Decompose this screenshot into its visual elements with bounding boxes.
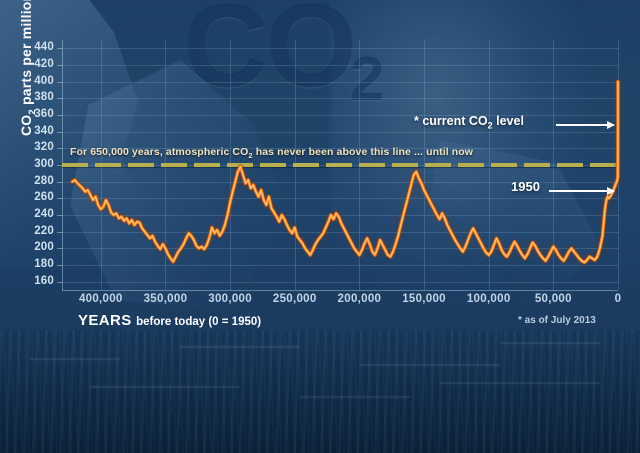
x-axis-tick-label: 200,000 (337, 293, 382, 305)
y-axis-tick-label: 440 (34, 41, 54, 54)
y-axis-tick-mark (57, 265, 62, 266)
x-axis-tick-label: 300,000 (208, 293, 252, 305)
current-co2-level-callout: * current CO2 level (414, 114, 524, 131)
y-axis-tick-label: 260 (34, 191, 54, 204)
co2-watermark: CO2 (183, 0, 385, 114)
gridline-horizontal (62, 198, 618, 200)
x-axis-line (62, 290, 618, 291)
x-axis-tick-label: 400,000 (78, 293, 123, 305)
gridline-horizontal (62, 281, 618, 283)
current-level-suffix: level (492, 114, 524, 128)
year-1950-arrow (549, 187, 615, 195)
x-axis-tick-label: 100,000 (466, 293, 511, 305)
y-axis-tick-label: 200 (34, 241, 54, 254)
y-axis-title-suffix: parts per million (18, 0, 34, 110)
y-axis-tick-mark (57, 198, 62, 200)
banner-prefix: For 650,000 years, atmospheric CO (70, 146, 249, 158)
y-axis-tick-label: 220 (34, 224, 54, 237)
threshold-banner-text: For 650,000 years, atmospheric CO2 has n… (70, 146, 473, 160)
current-level-arrow (556, 121, 615, 129)
y-axis-tick-label: 280 (34, 174, 54, 187)
y-axis-title-subscript: 2 (26, 109, 38, 115)
co2-chart-plot-area: 160 180 200 220 240 260 280 300 320 340 360 380 400 4… (18, 0, 621, 305)
y-axis-tick-label: 240 (34, 208, 54, 220)
gridline-horizontal (62, 98, 618, 100)
x-axis-tick-label: 250,000 (272, 293, 317, 305)
y-axis-title-prefix: CO (18, 114, 34, 136)
y-axis-tick-mark (57, 115, 62, 116)
y-axis-tick-mark (57, 281, 62, 283)
y-axis-tick-label: 300 (34, 158, 54, 170)
y-axis-tick-mark (57, 248, 62, 250)
gridline-horizontal (62, 265, 618, 266)
y-axis-tick-label: 160 (34, 274, 54, 287)
x-axis-title: YEARS before today (0 = 1950) (78, 312, 261, 330)
y-axis-tick-label: 180 (34, 258, 54, 270)
gridline-horizontal (62, 48, 618, 50)
gridline-horizontal (62, 231, 618, 233)
nasa-footer-bar: NASA GLOBAL CLIMATE CHANGE climate.nasa.… (0, 380, 640, 453)
y-axis-tick-mark (57, 65, 62, 66)
y-axis-tick-mark (57, 48, 62, 50)
y-axis-tick-mark (57, 215, 62, 216)
year-1950-callout: 1950 (511, 179, 540, 194)
y-axis-tick-mark (57, 81, 62, 83)
y-axis-tick-label: 320 (34, 141, 54, 154)
banner-suffix: has never been above this line ... until… (252, 146, 474, 158)
gridline-horizontal (62, 131, 618, 133)
x-axis-title-main: YEARS (78, 312, 132, 329)
watermark-subscript: 2 (350, 45, 385, 114)
y-axis-tick-mark (57, 165, 62, 166)
x-axis-title-detail: before today (0 = 1950) (136, 316, 262, 328)
x-axis-tick-label: 50,000 (534, 293, 572, 305)
y-axis-tick-mark (57, 131, 62, 133)
y-axis-tick-mark (57, 231, 62, 233)
y-axis-tick-mark (57, 148, 62, 150)
current-level-subscript: 2 (487, 120, 493, 131)
x-axis-tick-label: 150,000 (402, 293, 446, 305)
y-axis-tick-label: 360 (34, 108, 54, 120)
ocean-background (0, 330, 640, 453)
current-level-prefix: * current CO (414, 114, 488, 128)
banner-subscript: 2 (248, 151, 253, 161)
threshold-line-300ppm (62, 163, 618, 167)
source-footnote: * as of July 2013 (518, 315, 596, 326)
y-axis-tick-label: 380 (34, 91, 54, 104)
y-axis-tick-label: 400 (34, 74, 54, 87)
gridline-horizontal (62, 115, 618, 116)
x-axis-tick-label: 350,000 (143, 293, 188, 305)
gridline-horizontal (62, 181, 618, 183)
co2-concentration-line (70, 79, 621, 265)
y-axis-tick-label: 340 (34, 124, 54, 137)
y-axis-tick-mark (57, 98, 62, 100)
iceberg-shape-right (330, 0, 590, 290)
watermark-text: CO (183, 0, 357, 112)
x-axis-tick-label: 0 (614, 293, 622, 305)
y-axis-tick-mark (57, 181, 62, 183)
y-axis-tick-label: 420 (34, 58, 54, 70)
gridline-horizontal (62, 81, 618, 83)
gridline-horizontal (62, 148, 618, 150)
gridline-horizontal (62, 65, 618, 66)
gridline-horizontal (62, 248, 618, 250)
y-axis-title: CO2 parts per million (18, 0, 38, 136)
